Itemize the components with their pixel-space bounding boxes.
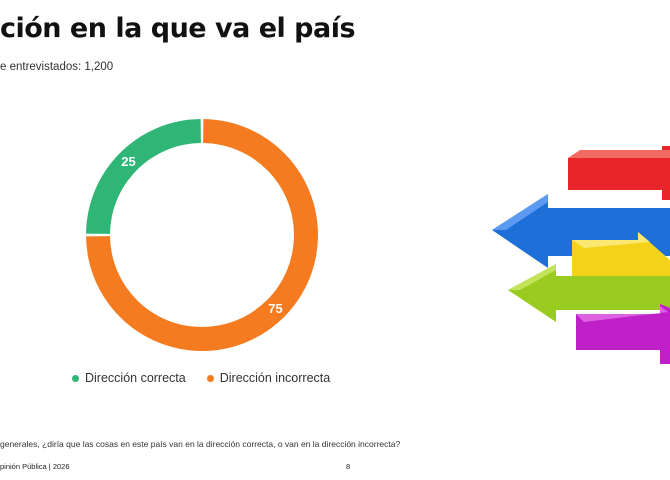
footer-source: pinión Pública | 2026: [0, 462, 70, 471]
survey-question: generales, ¿diría que las cosas en este …: [0, 439, 401, 449]
purple-arrow: [576, 304, 670, 364]
page-title: ción en la que va el país: [0, 13, 356, 44]
page-number: 8: [346, 462, 351, 471]
legend-item-correcta: Dirección correcta: [72, 371, 186, 385]
legend-marker-correcta: [72, 374, 79, 382]
legend-item-incorrecta: Dirección incorrecta: [206, 371, 331, 385]
legend-label-incorrecta: Dirección incorrecta: [219, 371, 331, 385]
sample-size-subtitle: e entrevistados: 1,200: [0, 61, 114, 73]
slice-label-incorrecta: 75: [268, 301, 282, 316]
chart-legend: Dirección correcta Dirección incorrecta: [72, 370, 351, 386]
legend-marker-incorrecta: [206, 374, 214, 382]
slice-label-correcta: 25: [121, 154, 135, 169]
legend-label-correcta: Dirección correcta: [85, 371, 186, 385]
red-arrow: [568, 146, 670, 200]
green-arrow: [508, 264, 670, 322]
slice-correcta: [86, 119, 201, 234]
colorful-arrows-image: [492, 146, 670, 364]
